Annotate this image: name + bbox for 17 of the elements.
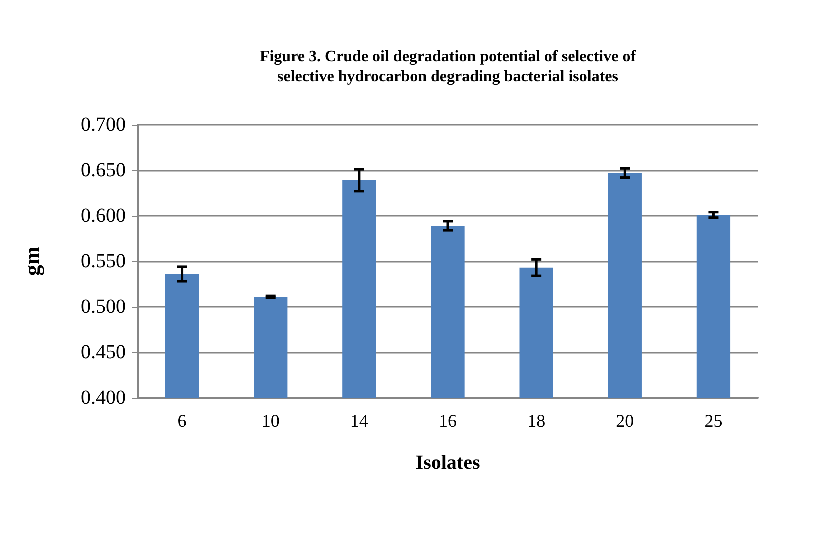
- x-tick-label: 14: [350, 411, 368, 431]
- y-tick-label: 0.650: [81, 160, 126, 182]
- y-axis-title: gm: [20, 246, 44, 276]
- chart-title: Figure 3. Crude oil degradation potential of selective of selective hydrocarbon degrading bacterial isolates: [260, 48, 637, 86]
- y-tick-label: 0.400: [81, 387, 126, 409]
- x-tick-label: 10: [262, 411, 280, 431]
- y-tick-label: 0.600: [81, 205, 126, 227]
- x-tick-label: 20: [616, 411, 634, 431]
- y-tick-label: 0.450: [81, 342, 126, 364]
- x-tick-label: 6: [178, 411, 187, 431]
- x-tick-label: 18: [528, 411, 546, 431]
- x-axis-title: Isolates: [416, 452, 480, 474]
- y-tick-label: 0.700: [81, 114, 126, 136]
- y-tick-label: 0.550: [81, 250, 126, 272]
- y-tick-label: 0.500: [81, 296, 126, 318]
- x-tick-label: 16: [439, 411, 457, 431]
- x-tick-label: 25: [704, 411, 723, 431]
